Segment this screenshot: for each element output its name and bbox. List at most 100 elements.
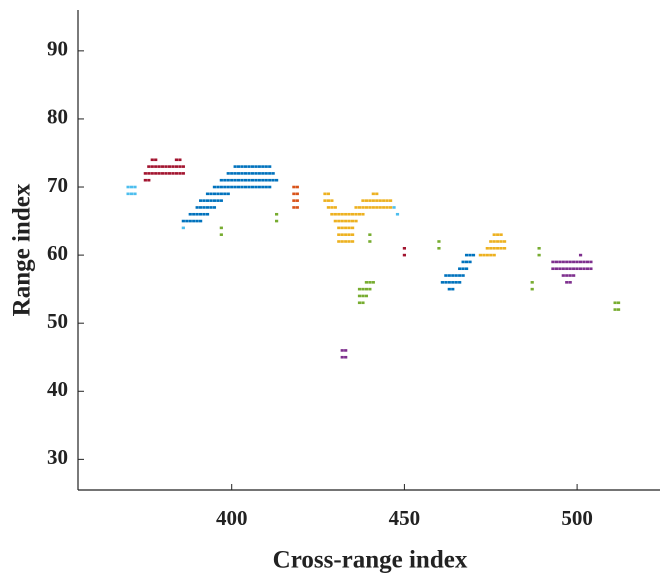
point bbox=[572, 260, 576, 264]
point bbox=[437, 240, 441, 243]
point bbox=[585, 267, 590, 271]
point bbox=[219, 226, 223, 230]
point bbox=[578, 267, 583, 271]
point bbox=[230, 172, 234, 175]
point bbox=[368, 281, 372, 284]
point bbox=[357, 294, 362, 298]
point bbox=[195, 206, 199, 209]
y-tick-label: 40 bbox=[47, 377, 68, 401]
point bbox=[375, 206, 379, 209]
point bbox=[333, 219, 337, 223]
point bbox=[485, 253, 489, 257]
point bbox=[257, 172, 261, 175]
point bbox=[582, 267, 586, 271]
point bbox=[616, 301, 621, 305]
point bbox=[492, 233, 496, 236]
point bbox=[357, 212, 362, 216]
point bbox=[451, 274, 455, 277]
point bbox=[364, 287, 369, 291]
point bbox=[368, 199, 372, 202]
point bbox=[219, 199, 223, 202]
point bbox=[337, 212, 341, 216]
point bbox=[482, 253, 486, 257]
y-tick-label: 30 bbox=[47, 445, 68, 469]
point bbox=[268, 185, 272, 189]
point bbox=[209, 206, 213, 209]
point bbox=[199, 206, 203, 209]
point bbox=[361, 199, 365, 202]
point bbox=[326, 199, 331, 202]
point bbox=[368, 240, 372, 243]
point bbox=[126, 192, 130, 196]
point bbox=[250, 185, 255, 189]
point bbox=[154, 158, 158, 162]
point bbox=[192, 219, 196, 223]
point bbox=[188, 212, 192, 216]
point bbox=[364, 294, 369, 298]
point bbox=[568, 281, 572, 284]
point bbox=[233, 172, 237, 175]
point bbox=[226, 192, 230, 196]
point bbox=[554, 260, 558, 264]
point bbox=[254, 185, 258, 189]
point bbox=[551, 267, 555, 271]
point bbox=[133, 192, 137, 196]
point bbox=[447, 274, 451, 277]
point bbox=[565, 260, 569, 264]
point bbox=[167, 172, 172, 175]
point bbox=[350, 212, 355, 216]
x-tick-label: 450 bbox=[389, 506, 421, 530]
point bbox=[444, 281, 448, 284]
point bbox=[575, 260, 579, 264]
point bbox=[230, 178, 234, 182]
point bbox=[350, 226, 355, 230]
point bbox=[243, 185, 248, 189]
point bbox=[388, 199, 393, 202]
point bbox=[368, 233, 372, 236]
y-axis-title: Range index bbox=[9, 183, 36, 316]
point bbox=[340, 240, 344, 243]
point bbox=[499, 246, 503, 250]
point bbox=[268, 178, 272, 182]
point bbox=[188, 219, 192, 223]
point bbox=[237, 165, 241, 168]
point bbox=[537, 253, 541, 257]
y-tick-label: 50 bbox=[47, 309, 68, 333]
point bbox=[216, 192, 220, 196]
point bbox=[385, 199, 389, 202]
point bbox=[205, 206, 210, 209]
point bbox=[388, 206, 393, 209]
point bbox=[489, 240, 493, 243]
point bbox=[572, 274, 576, 277]
point bbox=[616, 308, 621, 311]
point bbox=[205, 212, 210, 216]
point bbox=[219, 178, 223, 182]
point bbox=[247, 165, 251, 168]
point bbox=[357, 287, 362, 291]
point bbox=[216, 199, 220, 202]
point bbox=[264, 165, 268, 168]
point bbox=[171, 165, 175, 168]
point bbox=[578, 260, 583, 264]
point bbox=[371, 192, 375, 196]
point bbox=[240, 185, 244, 189]
point bbox=[178, 172, 182, 175]
point bbox=[458, 267, 462, 271]
point bbox=[181, 226, 185, 230]
point bbox=[461, 267, 465, 271]
point bbox=[347, 233, 351, 236]
point bbox=[454, 281, 458, 284]
point bbox=[243, 178, 248, 182]
point bbox=[261, 165, 265, 168]
point bbox=[340, 233, 344, 236]
point bbox=[551, 260, 555, 264]
point bbox=[292, 199, 296, 202]
point bbox=[375, 192, 379, 196]
point bbox=[223, 192, 227, 196]
point bbox=[361, 301, 365, 305]
point bbox=[382, 199, 386, 202]
point bbox=[185, 219, 189, 223]
point bbox=[257, 165, 261, 168]
point bbox=[261, 172, 265, 175]
point bbox=[330, 206, 334, 209]
